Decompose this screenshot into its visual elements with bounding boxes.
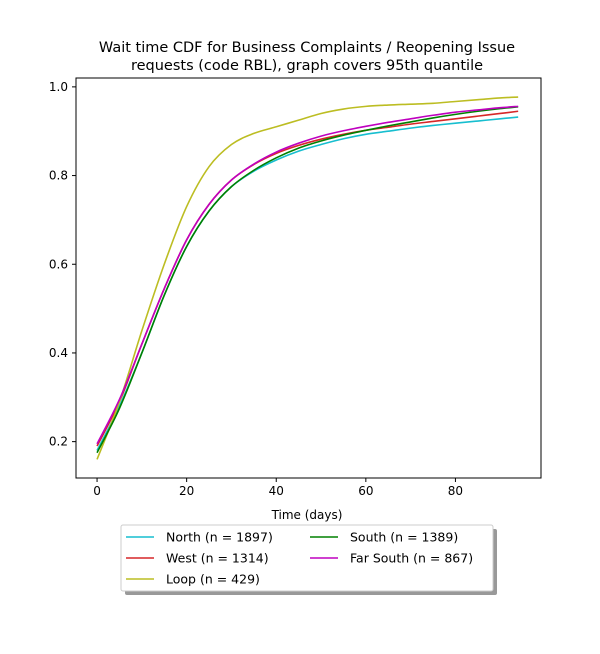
y-tick-label: 1.0 [49, 80, 68, 94]
series-line-2 [96, 96, 519, 460]
y-axis-ticks: 0.2 0.4 0.6 0.8 1.0 [49, 80, 76, 449]
series-line-3 [96, 106, 519, 454]
series-line-4 [96, 105, 519, 445]
legend-frame [120, 524, 494, 592]
legend-label-0: North (n = 1897) [166, 530, 273, 545]
x-axis-label: Time (days) [271, 508, 343, 522]
axes-frame [75, 77, 542, 479]
legend-label-4: Far South (n = 867) [350, 551, 473, 566]
y-tick-label: 0.2 [49, 435, 68, 449]
legend-label-1: West (n = 1314) [166, 551, 269, 566]
x-tick-label: 60 [358, 484, 373, 498]
plot-area [75, 77, 542, 479]
y-tick-label: 0.6 [49, 257, 68, 271]
y-tick-label: 0.4 [49, 346, 68, 360]
x-tick-label: 80 [448, 484, 463, 498]
x-tick-label: 40 [269, 484, 284, 498]
chart-title-line2: requests (code RBL), graph covers 95th q… [131, 58, 483, 74]
x-tick-label: 20 [179, 484, 194, 498]
legend-label-2: Loop (n = 429) [166, 572, 260, 587]
legend-label-3: South (n = 1389) [350, 530, 458, 545]
legend: North (n = 1897) West (n = 1314) Loop (n =… [120, 524, 497, 595]
x-axis-ticks: 0 20 40 60 80 [93, 478, 463, 498]
x-tick-label: 0 [93, 484, 101, 498]
chart-title-line1: Wait time CDF for Business Complaints / … [99, 40, 515, 56]
legend-items: North (n = 1897) West (n = 1314) Loop (n =… [126, 530, 473, 587]
y-tick-label: 0.8 [49, 169, 68, 183]
